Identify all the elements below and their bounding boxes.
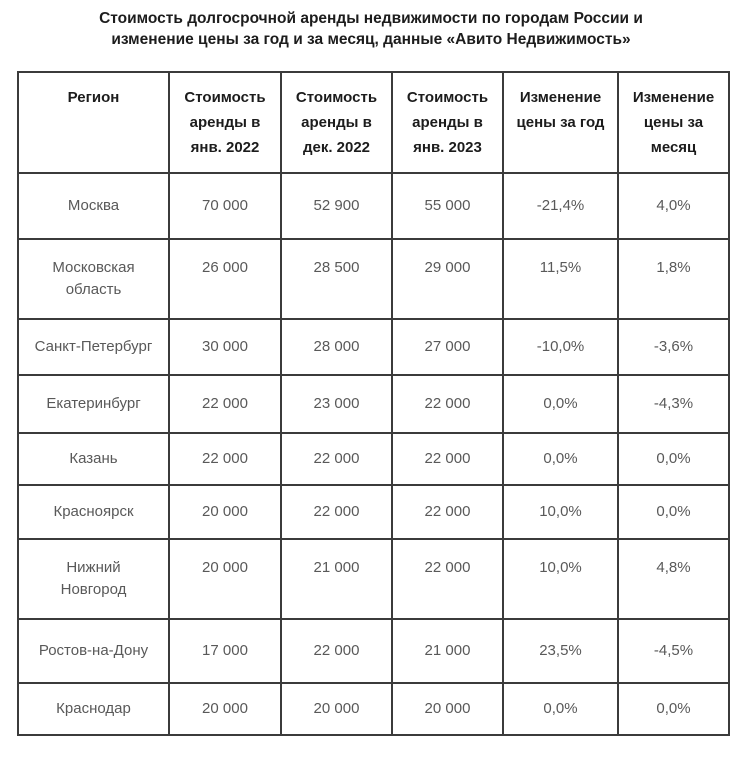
value-cell: 23 000 <box>280 374 393 434</box>
value-cell: 23,5% <box>502 618 619 684</box>
region-cell: Москва <box>17 172 170 240</box>
value-cell: 22 000 <box>391 484 504 540</box>
page: Стоимость долгосрочной аренды недвижимос… <box>0 8 742 758</box>
value-cell: 1,8% <box>617 238 730 320</box>
value-cell: 22 000 <box>168 432 282 486</box>
header-cell-5: Изменение цены за месяц <box>617 71 730 174</box>
table-row: Москва 70 000 52 900 55 000 -21,4% 4,0% <box>17 172 730 240</box>
value-cell: 0,0% <box>617 682 730 736</box>
page-title: Стоимость долгосрочной аренды недвижимос… <box>0 8 742 50</box>
value-cell: 22 000 <box>280 618 393 684</box>
value-cell: 0,0% <box>502 432 619 486</box>
table-row: Санкт-Петербург 30 000 28 000 27 000 -10,0% -… <box>17 318 730 376</box>
table-header: Регион Стоимость аренды в янв. 2022 Стоимо… <box>17 71 730 174</box>
value-cell: 30 000 <box>168 318 282 376</box>
header-cell-3: Стоимость аренды в янв. 2023 <box>391 71 504 174</box>
value-cell: 22 000 <box>391 538 504 620</box>
region-cell: Санкт-Петербург <box>17 318 170 376</box>
rental-price-table: Регион Стоимость аренды в янв. 2022 Стоимо… <box>17 71 730 736</box>
table-row: Нижний Новгород 20 000 21 000 22 000 10,0% 4,… <box>17 538 730 620</box>
header-cell-1: Стоимость аренды в янв. 2022 <box>168 71 282 174</box>
value-cell: -4,3% <box>617 374 730 434</box>
region-cell: Нижний Новгород <box>17 538 170 620</box>
value-cell: 20 000 <box>168 682 282 736</box>
value-cell: 4,0% <box>617 172 730 240</box>
table-row: Казань 22 000 22 000 22 000 0,0% 0,0% <box>17 432 730 486</box>
value-cell: 22 000 <box>391 432 504 486</box>
region-cell: Ростов-на-Дону <box>17 618 170 684</box>
value-cell: 22 000 <box>280 432 393 486</box>
value-cell: 26 000 <box>168 238 282 320</box>
value-cell: 52 900 <box>280 172 393 240</box>
value-cell: -10,0% <box>502 318 619 376</box>
value-cell: -3,6% <box>617 318 730 376</box>
value-cell: 17 000 <box>168 618 282 684</box>
header-cell-4: Изменение цены за год <box>502 71 619 174</box>
table-row: Ростов-на-Дону 17 000 22 000 21 000 23,5% -4,… <box>17 618 730 684</box>
value-cell: 4,8% <box>617 538 730 620</box>
value-cell: 28 500 <box>280 238 393 320</box>
value-cell: 10,0% <box>502 484 619 540</box>
header-cell-0: Регион <box>17 71 170 174</box>
value-cell: 22 000 <box>391 374 504 434</box>
value-cell: 0,0% <box>617 432 730 486</box>
value-cell: 20 000 <box>280 682 393 736</box>
value-cell: 27 000 <box>391 318 504 376</box>
value-cell: 28 000 <box>280 318 393 376</box>
value-cell: 0,0% <box>617 484 730 540</box>
value-cell: 21 000 <box>391 618 504 684</box>
value-cell: 29 000 <box>391 238 504 320</box>
region-cell: Московская область <box>17 238 170 320</box>
value-cell: 0,0% <box>502 682 619 736</box>
value-cell: 22 000 <box>168 374 282 434</box>
region-cell: Краснодар <box>17 682 170 736</box>
value-cell: -21,4% <box>502 172 619 240</box>
header-cell-2: Стоимость аренды в дек. 2022 <box>280 71 393 174</box>
table-header-row: Регион Стоимость аренды в янв. 2022 Стоимо… <box>17 71 730 174</box>
region-cell: Екатеринбург <box>17 374 170 434</box>
value-cell: 22 000 <box>280 484 393 540</box>
table-row: Московская область 26 000 28 500 29 000 11,5… <box>17 238 730 320</box>
value-cell: 20 000 <box>168 484 282 540</box>
value-cell: 11,5% <box>502 238 619 320</box>
value-cell: 70 000 <box>168 172 282 240</box>
value-cell: 20 000 <box>391 682 504 736</box>
table-row: Красноярск 20 000 22 000 22 000 10,0% 0,0% <box>17 484 730 540</box>
page-title-line-2: изменение цены за год и за месяц, данные… <box>111 31 631 48</box>
region-cell: Казань <box>17 432 170 486</box>
value-cell: 0,0% <box>502 374 619 434</box>
value-cell: -4,5% <box>617 618 730 684</box>
value-cell: 21 000 <box>280 538 393 620</box>
table-row: Екатеринбург 22 000 23 000 22 000 0,0% -4,3% <box>17 374 730 434</box>
value-cell: 55 000 <box>391 172 504 240</box>
region-cell: Красноярск <box>17 484 170 540</box>
table-row: Краснодар 20 000 20 000 20 000 0,0% 0,0% <box>17 682 730 736</box>
table-body: Москва 70 000 52 900 55 000 -21,4% 4,0% Москов… <box>17 172 730 736</box>
value-cell: 10,0% <box>502 538 619 620</box>
page-title-line-1: Стоимость долгосрочной аренды недвижимос… <box>99 10 643 27</box>
value-cell: 20 000 <box>168 538 282 620</box>
